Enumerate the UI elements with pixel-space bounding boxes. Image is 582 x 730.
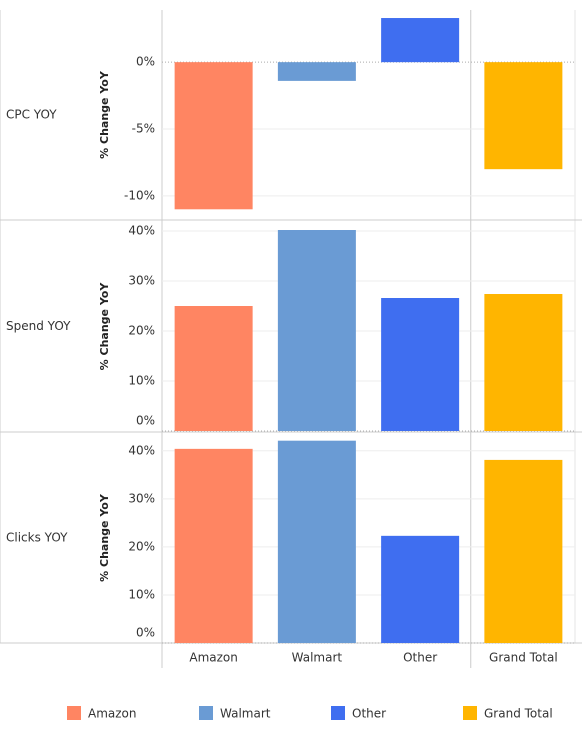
legend-swatch (463, 706, 477, 720)
legend-swatch (67, 706, 81, 720)
y-tick-label: 0% (136, 55, 155, 69)
y-tick-label: 0% (136, 414, 155, 428)
bar (277, 62, 356, 81)
bar (174, 62, 253, 210)
y-tick-label: 30% (128, 491, 155, 505)
y-tick-label: -5% (132, 122, 155, 136)
bar (484, 459, 563, 643)
y-tick-label: 20% (128, 324, 155, 338)
legend-label: Other (352, 707, 386, 721)
y-tick-label: 0% (136, 626, 155, 640)
x-tick-label: Walmart (292, 651, 343, 665)
bar (381, 535, 460, 643)
bar (484, 294, 563, 431)
row-label: CPC YOY (6, 108, 57, 122)
y-tick-label: 20% (128, 539, 155, 553)
legend-swatch (331, 706, 345, 720)
y-axis-title: % Change YoY (98, 70, 111, 159)
row-label: Spend YOY (6, 319, 71, 333)
legend-label: Grand Total (484, 707, 553, 721)
x-tick-label: Other (403, 651, 437, 665)
x-tick-label: Amazon (189, 651, 238, 665)
y-axis-title: % Change YoY (98, 282, 111, 371)
legend-label: Walmart (220, 707, 271, 721)
y-tick-label: 40% (128, 443, 155, 457)
y-tick-label: 10% (128, 374, 155, 388)
y-axis-title: % Change YoY (98, 493, 111, 582)
bar (381, 298, 460, 431)
bar (174, 306, 253, 431)
bar (277, 230, 356, 431)
y-tick-label: 40% (128, 224, 155, 238)
y-tick-label: -10% (124, 188, 155, 202)
bar (381, 18, 460, 63)
legend-label: Amazon (88, 707, 137, 721)
x-tick-label: Grand Total (489, 651, 558, 665)
y-tick-label: 30% (128, 274, 155, 288)
bar (277, 440, 356, 643)
row-label: Clicks YOY (6, 531, 68, 545)
bar (484, 62, 563, 170)
legend-swatch (199, 706, 213, 720)
bar (174, 448, 253, 643)
y-tick-label: 10% (128, 587, 155, 601)
